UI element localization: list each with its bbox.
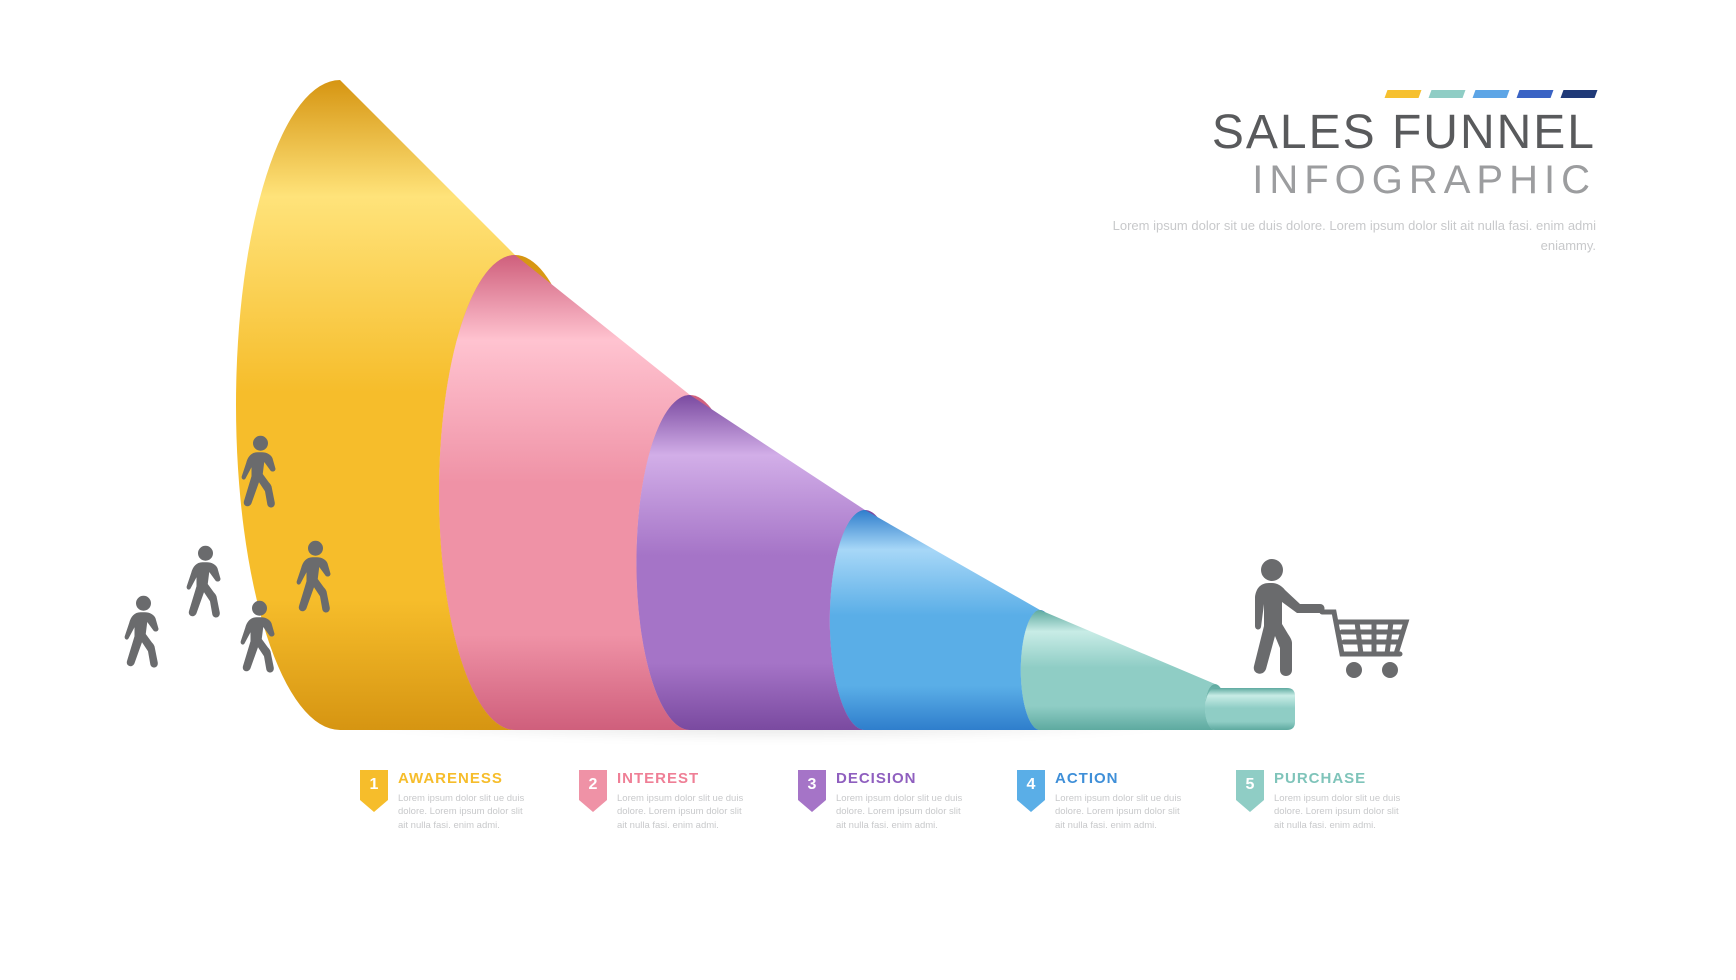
legend-desc: Lorem ipsum dolor slit ue duis dolore. L…: [398, 792, 535, 832]
walking-person-icon: [290, 540, 337, 615]
legend-desc: Lorem ipsum dolor slit ue duis dolore. L…: [1055, 792, 1192, 832]
legend-number: 1: [360, 770, 388, 800]
shopper-with-cart-icon: [1242, 558, 1422, 678]
legend-desc: Lorem ipsum dolor slit ue duis dolore. L…: [836, 792, 973, 832]
legend-badge-tail: [798, 800, 826, 812]
legend-item-4: 4 ACTION Lorem ipsum dolor slit ue duis do…: [1017, 770, 1192, 832]
funnel-segment-4: [830, 510, 1040, 730]
legend-item-2: 2 INTEREST Lorem ipsum dolor slit ue duis …: [579, 770, 754, 832]
legend-badge: 5: [1236, 770, 1264, 812]
legend-badge: 2: [579, 770, 607, 812]
legend-item-5: 5 PURCHASE Lorem ipsum dolor slit ue duis …: [1236, 770, 1411, 832]
legend-number: 2: [579, 770, 607, 800]
legend-badge: 3: [798, 770, 826, 812]
legend-badge-tail: [579, 800, 607, 812]
legend-number: 4: [1017, 770, 1045, 800]
legend-title: DECISION: [836, 770, 973, 788]
legend-badge-tail: [1236, 800, 1264, 812]
legend-title: INTEREST: [617, 770, 754, 788]
funnel-segment-3: [636, 395, 865, 730]
legend-number: 3: [798, 770, 826, 800]
walking-person-icon: [235, 435, 282, 510]
legend-badge-tail: [360, 800, 388, 812]
legend-title: AWARENESS: [398, 770, 535, 788]
legend-badge: 4: [1017, 770, 1045, 812]
title-dash: [1473, 90, 1510, 98]
legend-row: 1 AWARENESS Lorem ipsum dolor slit ue duis…: [360, 770, 1411, 832]
legend-title: PURCHASE: [1274, 770, 1411, 788]
title-dash: [1517, 90, 1554, 98]
funnel-segment-5: [1021, 610, 1215, 730]
legend-badge-tail: [1017, 800, 1045, 812]
walking-person-icon: [118, 595, 165, 670]
funnel-spout: [1205, 688, 1295, 730]
walking-person-icon: [180, 545, 227, 620]
legend-desc: Lorem ipsum dolor slit ue duis dolore. L…: [1274, 792, 1411, 832]
title-dash: [1561, 90, 1598, 98]
legend-badge: 1: [360, 770, 388, 812]
legend-item-3: 3 DECISION Lorem ipsum dolor slit ue duis …: [798, 770, 973, 832]
legend-desc: Lorem ipsum dolor slit ue duis dolore. L…: [617, 792, 754, 832]
legend-title: ACTION: [1055, 770, 1192, 788]
walking-person-icon: [234, 600, 281, 675]
legend-item-1: 1 AWARENESS Lorem ipsum dolor slit ue duis…: [360, 770, 535, 832]
legend-number: 5: [1236, 770, 1264, 800]
